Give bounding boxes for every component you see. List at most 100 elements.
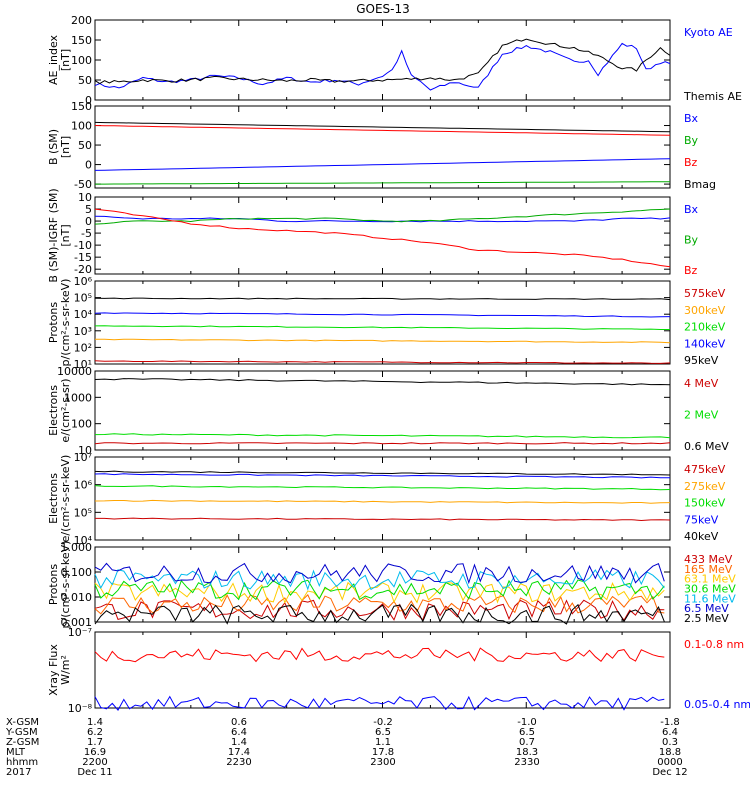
legend-item: 0.1-0.8 nm — [684, 638, 744, 651]
footer-cell: 1.1 — [375, 737, 391, 748]
panel-1: 200 150 100 50 0 AE_index[nT] Kyoto AE Themis A… — [47, 14, 742, 107]
legend-item: 0.05-0.4 nm — [684, 698, 750, 711]
footer-cell: 16.9 — [84, 747, 106, 758]
y-tick-label: -10 — [74, 239, 92, 252]
figure-title: GOES-13 — [356, 2, 410, 16]
series-line-6.5-MeV — [94, 562, 665, 585]
y-tick-label: -15 — [74, 251, 92, 264]
y-axis-title-line: B (SM) — [47, 129, 60, 165]
series-line-0.05-0.4-nm — [94, 695, 665, 711]
series-line-By — [95, 181, 670, 185]
series-line-165-MeV — [94, 594, 665, 615]
series-line-Bz — [94, 125, 671, 136]
series-line-75keV — [94, 473, 671, 479]
series-line-4-MeV — [94, 442, 671, 445]
legend-item: 140keV — [684, 337, 726, 350]
footer-cell: 1.7 — [87, 737, 103, 748]
plot-frame — [94, 105, 671, 189]
legend-item: 30.6 MeV — [684, 583, 736, 596]
legend-item: Themis AE — [683, 90, 742, 103]
y-tick-label: 10⁻⁸ — [68, 702, 93, 715]
y-tick-label: 10000 — [57, 365, 92, 378]
series-line-Bx — [94, 158, 671, 171]
y-axis-title-line: Protons — [47, 302, 60, 343]
footer-cell: 0.6 — [231, 717, 247, 728]
series-line-2.5-MeV — [94, 603, 665, 625]
series-line-475keV — [95, 517, 671, 522]
y-tick-label: -5 — [81, 227, 92, 240]
y-tick-label: 10⁵ — [74, 292, 92, 305]
plot-frame — [94, 196, 671, 275]
y-tick-label: 10⁴ — [74, 308, 93, 321]
series-line-11.6-MeV — [94, 569, 665, 591]
plot-frame — [94, 456, 671, 541]
panel-8: 10⁻⁷ 10⁻⁸ Xray FluxW/m² 0.1-0.8 nm 0.05-0.4 … — [47, 626, 750, 715]
footer-row-label: Z-GSM — [6, 737, 39, 748]
legend-item: 300keV — [684, 304, 726, 317]
legend-item: 6.5 MeV — [684, 602, 729, 615]
footer-cell: 2200 — [82, 757, 107, 768]
y-axis-title: Electronse/(cm²-s-sr-keV) — [47, 455, 72, 543]
y-tick-label: 0 — [85, 159, 92, 172]
y-tick-label: 150 — [71, 100, 92, 113]
y-axis-title-line: [nT] — [59, 136, 72, 158]
series-line-0.1-0.8-nm — [94, 647, 665, 663]
series-line-150keV — [94, 485, 671, 491]
y-axis-title: AE_index[nT] — [47, 34, 72, 85]
footer-cell: 0.3 — [662, 737, 678, 748]
footer-cell: 2230 — [226, 757, 251, 768]
y-tick-label: 10⁻⁷ — [68, 626, 92, 639]
y-tick-label: 1000 — [64, 391, 92, 404]
y-tick-label: 10² — [74, 341, 92, 354]
legend-item: Bx — [684, 112, 699, 125]
legend-item: 95keV — [684, 354, 719, 367]
legend-item: 150keV — [684, 497, 726, 510]
legend-item: 210keV — [684, 321, 726, 334]
footer-row-label: MLT — [6, 747, 26, 758]
y-axis-title-line: Xray Flux — [47, 644, 60, 696]
y-axis-title-line: Electrons — [47, 385, 60, 436]
legend-item: 63.1 MeV — [684, 573, 736, 586]
y-tick-label: 10³ — [74, 325, 92, 338]
legend-item: Bz — [684, 264, 698, 277]
footer-cell: -1.8 — [660, 717, 680, 728]
y-tick-label: 150 — [71, 34, 92, 47]
legend-item: By — [684, 234, 699, 247]
footer-cell: 17.8 — [372, 747, 394, 758]
y-tick-label: -50 — [74, 178, 92, 191]
series-line-95keV — [94, 297, 671, 301]
footer-cell: 6.4 — [231, 727, 247, 738]
footer-cell: -1.0 — [517, 717, 537, 728]
y-tick-label: 0 — [85, 94, 92, 107]
y-tick-label: 200 — [71, 14, 92, 27]
footer-cell: 1.4 — [87, 717, 103, 728]
series-line-2-MeV — [94, 433, 671, 439]
y-tick-label: 10 — [78, 191, 92, 204]
y-tick-label: 50 — [78, 74, 92, 87]
panel-7: 1.000 0.100 0.010 0.001Protonsp/(cm²-s-sr-k… — [47, 541, 736, 629]
series-line-0.6-MeV — [94, 378, 671, 386]
panel-4: 10⁶10⁵10⁴10³10²10¹Protonsp/(cm²-s-sr-keV… — [47, 275, 726, 371]
footer-cell: 18.8 — [659, 747, 681, 758]
y-axis-title: Protonsp/(cm²-s-sr-keV) — [47, 279, 72, 367]
y-tick-label: 100 — [71, 120, 92, 133]
y-axis-title-line: [nT] — [59, 49, 72, 71]
legend-item: Bx — [684, 203, 699, 216]
legend-item: 0.6 MeV — [684, 440, 729, 453]
footer-cell: 6.5 — [375, 727, 391, 738]
y-tick-label: 10⁶ — [74, 479, 93, 492]
y-tick-label: 10⁴ — [74, 534, 93, 547]
legend-item: 165 MeV — [684, 563, 733, 576]
legend-item: 40keV — [684, 530, 719, 543]
y-axis-title: B (SM)-IGRF (SM)[nT] — [47, 188, 72, 282]
y-tick-label: 0 — [85, 215, 92, 228]
series-line-275keV — [94, 499, 671, 504]
y-tick-label: 50 — [78, 139, 92, 152]
legend-item: 433 MeV — [684, 553, 733, 566]
y-tick-label: 0.001 — [61, 616, 93, 629]
footer-cell: 6.5 — [519, 727, 535, 738]
footer-cell: 2300 — [370, 757, 395, 768]
